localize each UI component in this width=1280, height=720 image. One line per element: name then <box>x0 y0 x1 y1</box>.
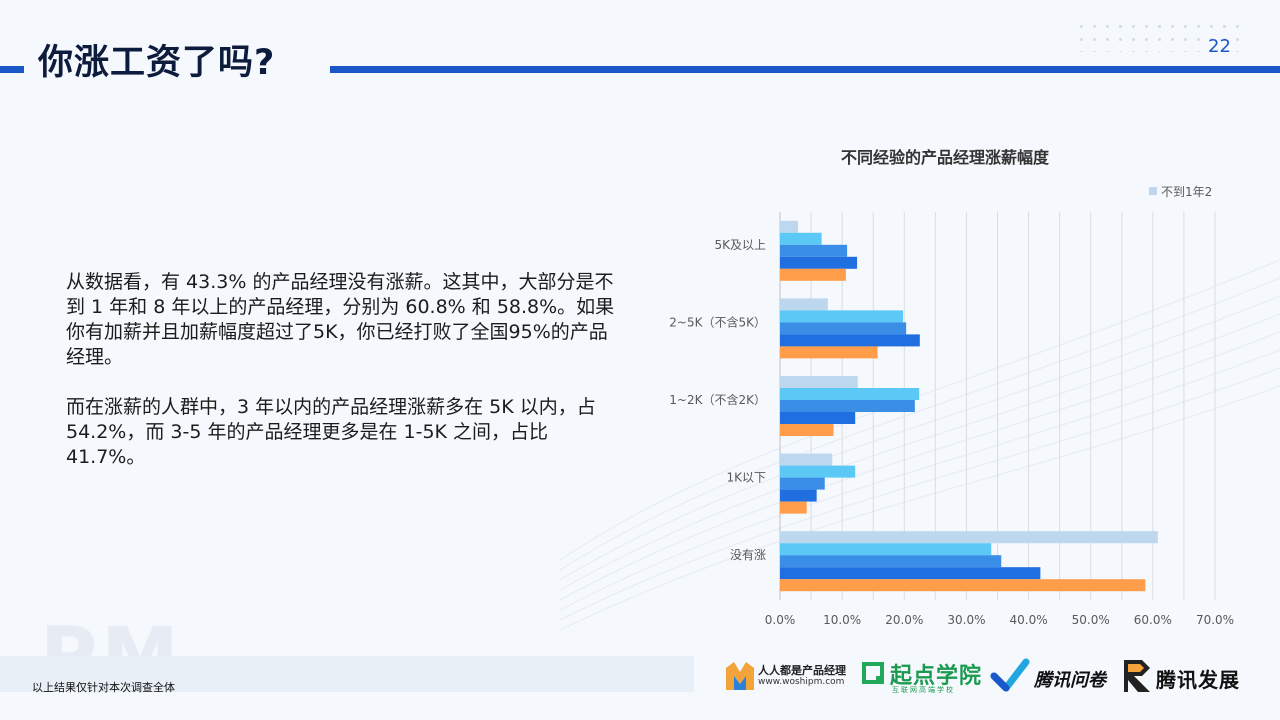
x-tick-label: 20.0% <box>885 613 923 627</box>
bar <box>780 400 915 412</box>
body-paragraph-1: 从数据看，有 43.3% 的产品经理没有涨薪。这其中，大部分是不到 1 年和 8… <box>66 271 615 368</box>
qidian-logo: 起点学院 互联网高端学校 <box>862 652 982 700</box>
title-accent-bar <box>0 66 24 73</box>
x-tick-label: 60.0% <box>1134 613 1172 627</box>
bar <box>780 310 904 323</box>
woshipm-logo-icon <box>726 662 754 690</box>
bar <box>780 501 807 514</box>
bar <box>780 256 858 269</box>
qidian-subtitle: 互联网高端学校 <box>892 686 955 694</box>
category-label: 2~5K（不含5K） <box>669 314 766 329</box>
bar <box>780 346 878 359</box>
x-tick-label: 50.0% <box>1072 613 1110 627</box>
bars <box>780 220 1158 592</box>
x-tick-label: 40.0% <box>1010 613 1048 627</box>
tencent-fazhan-logo: 腾讯发展 <box>1120 652 1262 700</box>
bar <box>780 268 846 281</box>
woshipm-logo: 人人都是产品经理 www.woshipm.com <box>722 652 852 700</box>
bar <box>780 298 828 311</box>
bar <box>780 424 834 436</box>
tencent-wenjuan-logo: 腾讯问卷 <box>990 652 1115 700</box>
category-label: 1K以下 <box>726 471 766 485</box>
bar <box>780 322 907 335</box>
x-tick-labels: 0.0% 10.0% 20.0% 30.0% 40.0% 50.0% 60.0% 70.0% <box>765 613 1234 627</box>
x-tick-label: 30.0% <box>947 613 985 627</box>
bar <box>780 555 1002 568</box>
category-label: 1~2K（不含2K） <box>669 392 766 407</box>
x-tick-label: 0.0% <box>765 613 796 627</box>
bar <box>780 412 856 424</box>
page-title: 你涨工资了吗? <box>38 43 276 83</box>
bar <box>780 489 817 502</box>
bar <box>780 334 920 347</box>
bar <box>780 244 848 257</box>
background-wave-pattern <box>560 259 1280 631</box>
bar <box>780 465 856 478</box>
check-icon <box>990 658 1030 692</box>
category-label: 没有涨 <box>730 547 766 562</box>
bar <box>780 477 825 490</box>
bar <box>780 543 992 556</box>
body-paragraph-2: 而在涨薪的人群中，3 年以内的产品经理涨薪多在 5K 以内，占 54.2%，而 … <box>66 396 596 468</box>
footer-bar <box>0 656 694 692</box>
bar <box>780 376 858 388</box>
x-tick-label: 10.0% <box>823 613 861 627</box>
bar <box>780 388 920 400</box>
wenjuan-name: 腾讯问卷 <box>1034 670 1106 691</box>
bar <box>780 232 822 245</box>
bar <box>780 567 1041 580</box>
page-number: 22 <box>1208 36 1231 57</box>
qidian-name: 起点学院 <box>890 664 983 689</box>
bar-chart: 不同经验的产品经理涨薪幅度 不到1年2 5K及以上 2~5K（不含5K） 1~2K（… <box>669 148 1234 627</box>
woshipm-url: www.woshipm.com <box>758 677 845 687</box>
bar <box>780 531 1158 544</box>
category-label: 5K及以上 <box>714 238 766 252</box>
decorative-dot-grid <box>1075 20 1245 52</box>
qidian-logo-icon <box>862 662 884 684</box>
woshipm-name: 人人都是产品经理 <box>758 664 846 677</box>
title-rule <box>330 66 1280 73</box>
body-text: 从数据看，有 43.3% 的产品经理没有涨薪。这其中，大部分是不到 1 年和 8… <box>66 270 626 495</box>
bar <box>780 220 799 233</box>
chart-title: 不同经验的产品经理涨薪幅度 <box>841 148 1050 167</box>
fazhan-logo-icon <box>1124 660 1150 692</box>
partner-logos: 人人都是产品经理 www.woshipm.com 起点学院 互联网高端学校 腾讯… <box>722 652 1262 700</box>
x-tick-label: 70.0% <box>1196 613 1234 627</box>
footnote: 以上结果仅针对本次调查全体 <box>32 681 175 694</box>
bar <box>780 579 1146 592</box>
legend-label: 不到1年2 <box>1161 185 1212 199</box>
bar <box>780 453 833 466</box>
legend-swatch <box>1149 187 1157 195</box>
fazhan-name: 腾讯发展 <box>1156 668 1240 692</box>
